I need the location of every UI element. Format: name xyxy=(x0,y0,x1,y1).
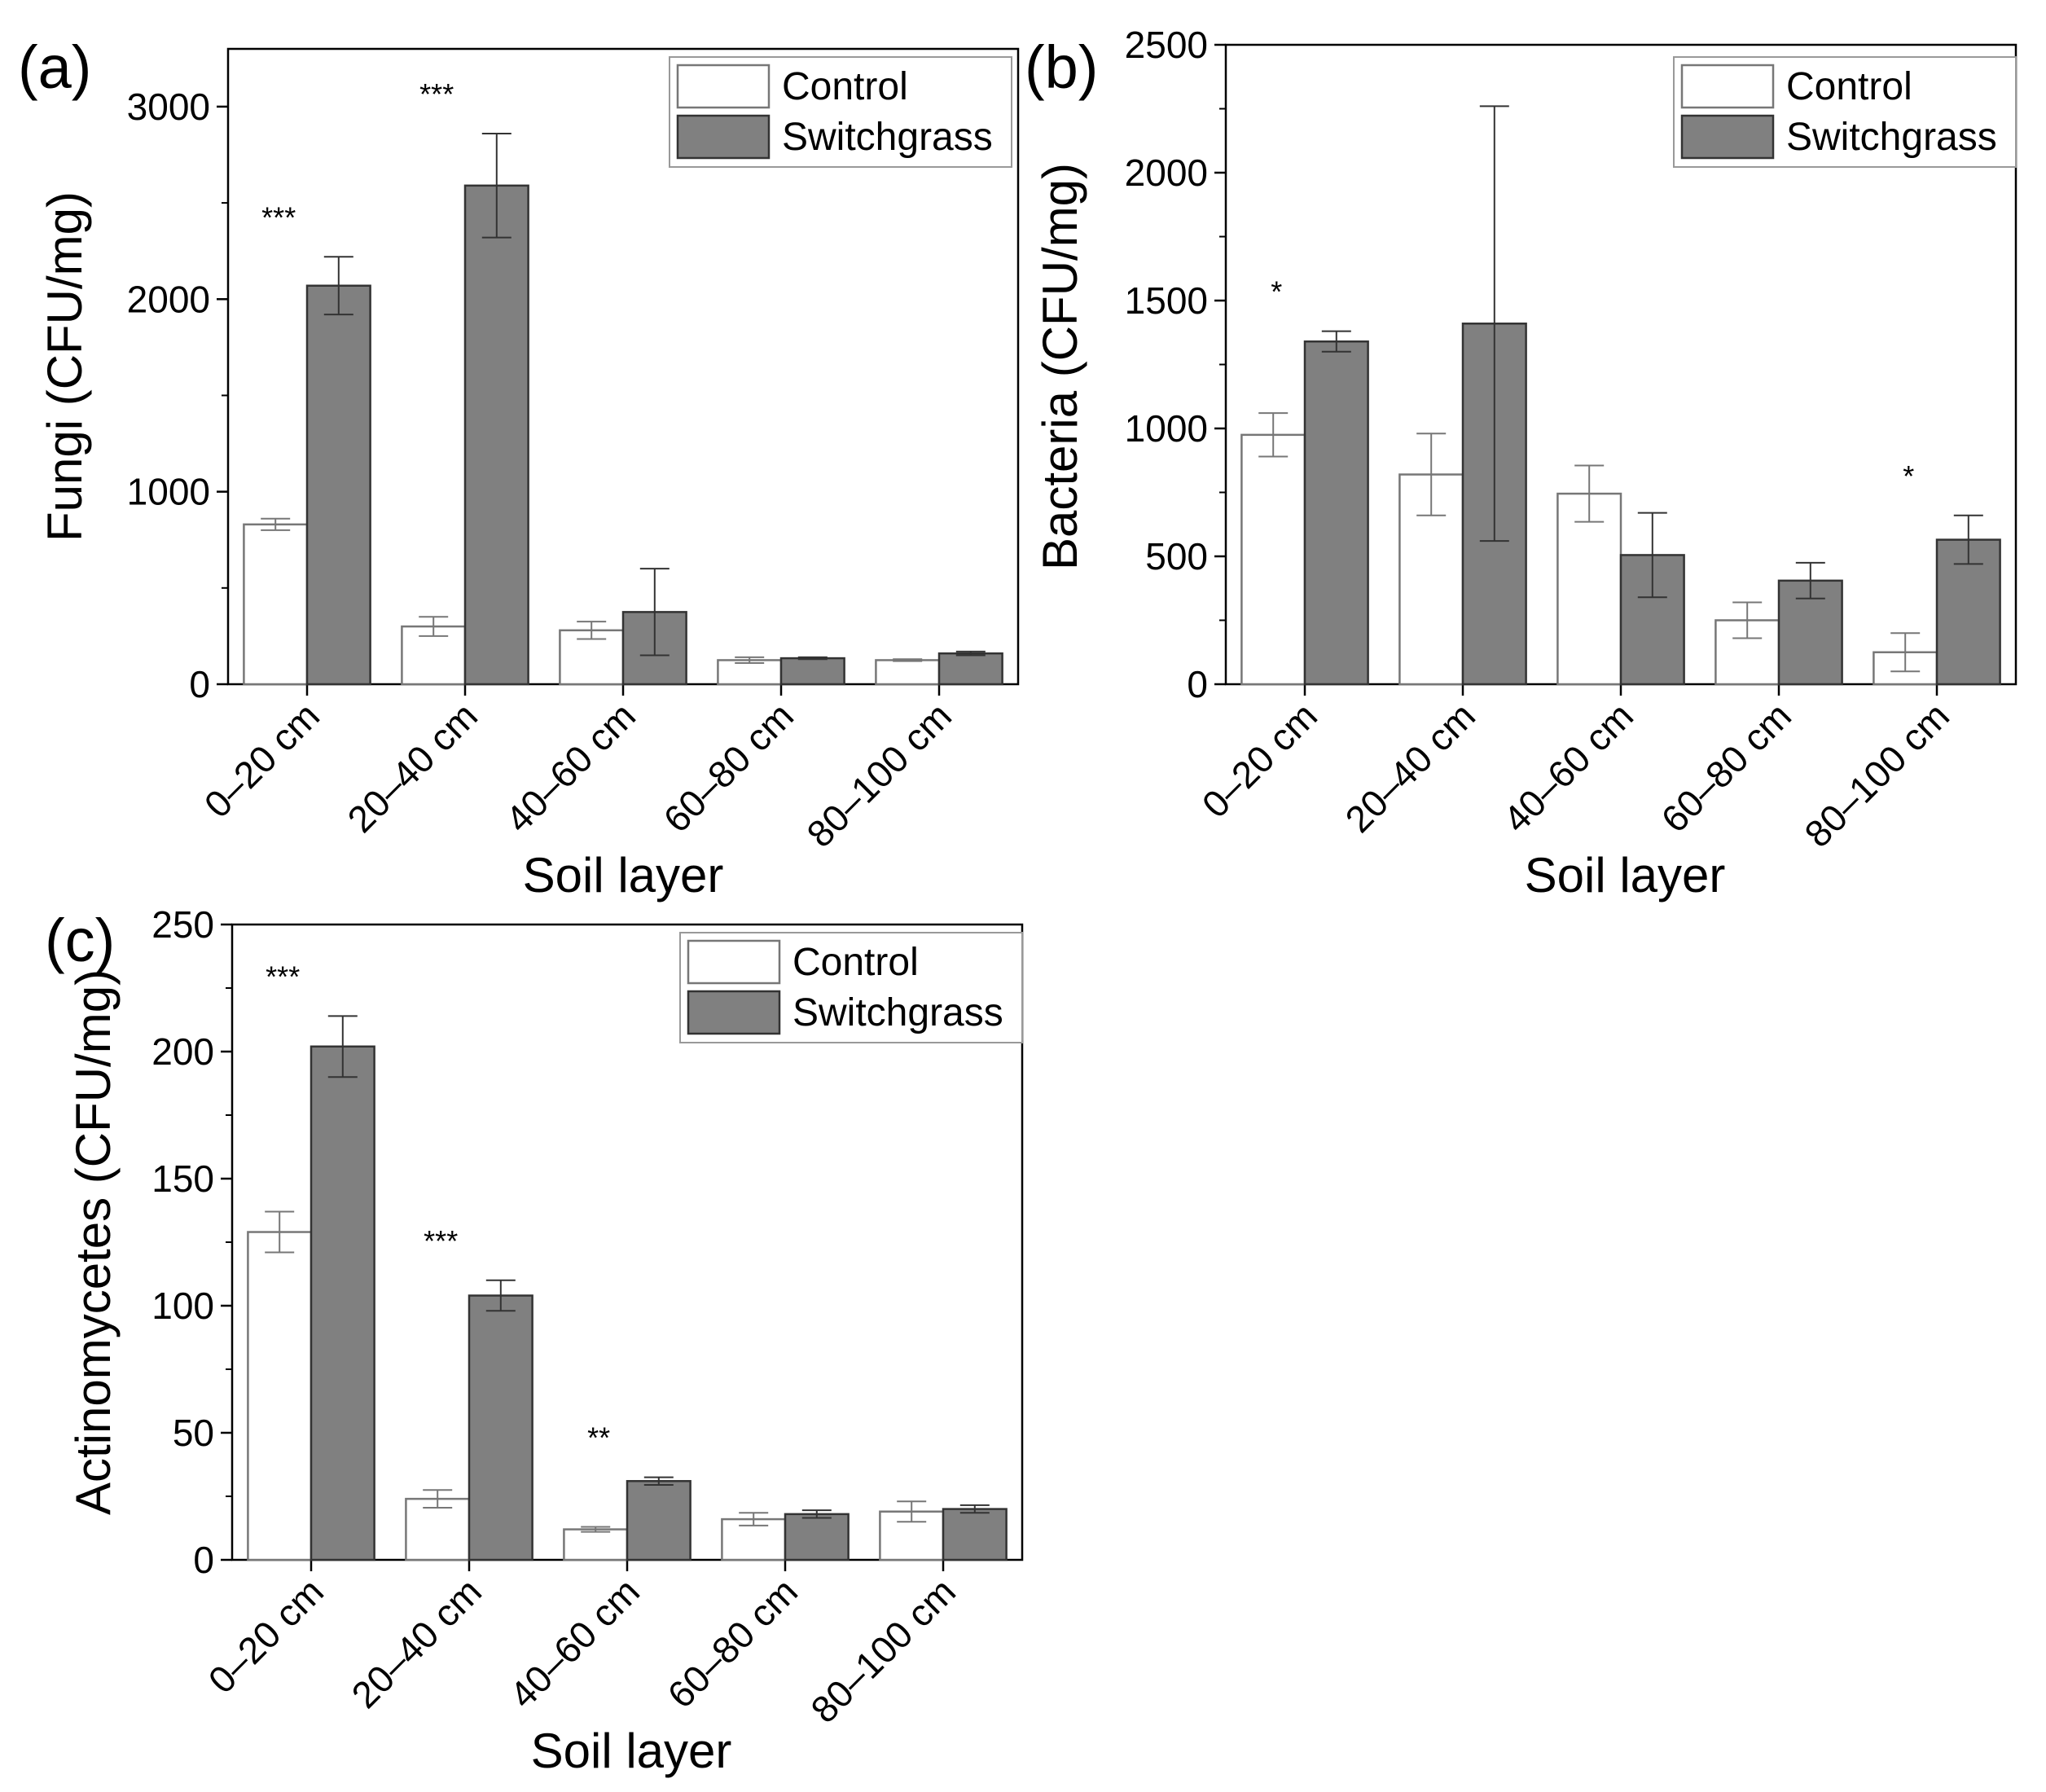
legend-label-control: Control xyxy=(782,65,908,108)
bar-switchgrass xyxy=(305,284,371,686)
y-tick-label: 200 xyxy=(151,1030,214,1073)
significance-marker: *** xyxy=(261,200,296,234)
y-tick-label: 2000 xyxy=(127,278,210,320)
x-category-label: 40–60 cm xyxy=(497,694,643,841)
panel-letter: (c) xyxy=(45,907,115,974)
legend-swatch-control xyxy=(676,64,771,109)
x-category-label: 80–100 cm xyxy=(802,1570,964,1731)
x-category-label: 0–20 cm xyxy=(1194,694,1326,826)
x-category-label: 0–20 cm xyxy=(200,1570,332,1702)
legend-swatch-switchgrass xyxy=(676,114,771,160)
y-tick-label: 150 xyxy=(151,1157,214,1200)
x-category-label: 80–100 cm xyxy=(798,694,959,855)
y-tick-label: 1000 xyxy=(1125,407,1208,450)
x-category-label: 60–80 cm xyxy=(1653,694,1799,841)
legend-label-control: Control xyxy=(1786,65,1912,108)
x-category-label: 20–40 cm xyxy=(343,1570,490,1716)
chart-panel-actinomycetes: (c) 0 50 100 150 200 250 0–20 cm *** 20–40 cm *** 4… xyxy=(45,903,1024,1778)
significance-marker: * xyxy=(1271,275,1282,309)
y-tick-label: 500 xyxy=(1145,535,1208,578)
x-category-label: 80–100 cm xyxy=(1796,694,1957,855)
panel-letter: (a) xyxy=(18,33,91,101)
bar-switchgrass xyxy=(779,657,845,686)
y-tick-label: 1000 xyxy=(127,471,210,513)
bar-control xyxy=(875,659,941,686)
y-tick-label: 250 xyxy=(151,903,214,946)
legend-label-control: Control xyxy=(792,941,919,984)
bar-switchgrass xyxy=(1303,340,1369,686)
x-axis-title: Soil layer xyxy=(523,848,724,903)
legend-swatch-switchgrass xyxy=(1680,114,1775,160)
x-axis-title: Soil layer xyxy=(531,1724,732,1778)
chart-panel-bacteria: (b) 0 500 1000 1500 2000 2500 0–20 cm * 20–40 cm 4… xyxy=(1025,24,2017,903)
bar-switchgrass xyxy=(626,1480,692,1561)
x-category-label: 40–60 cm xyxy=(1495,694,1641,841)
y-axis-title: Fungi (CFU/mg) xyxy=(37,191,92,542)
bar-control xyxy=(563,1528,629,1561)
significance-marker: ** xyxy=(587,1421,610,1455)
bar-switchgrass xyxy=(784,1513,850,1561)
y-axis-title: Actinomycetes (CFU/mg) xyxy=(66,969,121,1515)
significance-marker: * xyxy=(1903,459,1914,493)
legend: Control Switchgrass xyxy=(669,56,1012,168)
bar-control xyxy=(247,1231,313,1561)
y-axis-title: Bacteria (CFU/mg) xyxy=(1033,163,1087,570)
y-tick-label: 100 xyxy=(151,1285,214,1327)
x-category-label: 40–60 cm xyxy=(501,1570,648,1716)
significance-marker: *** xyxy=(266,960,300,993)
y-tick-label: 0 xyxy=(1187,663,1208,705)
legend-swatch-switchgrass xyxy=(687,990,781,1035)
legend: Control Switchgrass xyxy=(679,932,1023,1043)
x-category-label: 20–40 cm xyxy=(1337,694,1483,841)
y-tick-label: 50 xyxy=(173,1412,214,1454)
legend-swatch-control xyxy=(687,939,781,985)
bar-control xyxy=(243,523,309,686)
bar-switchgrass xyxy=(310,1045,375,1561)
y-tick-label: 1500 xyxy=(1125,279,1208,322)
legend-swatch-control xyxy=(1680,64,1775,109)
x-category-label: 0–20 cm xyxy=(196,694,328,826)
legend: Control Switchgrass xyxy=(1673,56,2017,168)
bar-switchgrass xyxy=(468,1294,533,1561)
chart-panel-fungi: (a) 0 1000 2000 3000 0–20 cm *** 20–40 cm *** 40–… xyxy=(18,33,1020,903)
legend-label-switchgrass: Switchgrass xyxy=(1786,116,1997,159)
bar-switchgrass xyxy=(937,652,1003,686)
x-category-label: 20–40 cm xyxy=(339,694,485,841)
bar-control xyxy=(1240,433,1306,686)
y-tick-label: 3000 xyxy=(127,86,210,128)
y-tick-label: 0 xyxy=(193,1539,214,1581)
bar-switchgrass xyxy=(463,184,529,686)
y-tick-label: 0 xyxy=(189,663,210,705)
x-axis-title: Soil layer xyxy=(1525,848,1726,903)
significance-marker: *** xyxy=(419,77,454,111)
y-tick-label: 2000 xyxy=(1125,152,1208,194)
bar-switchgrass xyxy=(942,1508,1008,1561)
x-category-label: 60–80 cm xyxy=(659,1570,806,1716)
x-category-label: 60–80 cm xyxy=(655,694,801,841)
significance-marker: *** xyxy=(424,1224,458,1258)
legend-label-switchgrass: Switchgrass xyxy=(782,116,993,159)
panel-letter: (b) xyxy=(1025,33,1098,101)
legend-label-switchgrass: Switchgrass xyxy=(792,991,1003,1034)
y-tick-label: 2500 xyxy=(1125,24,1208,66)
